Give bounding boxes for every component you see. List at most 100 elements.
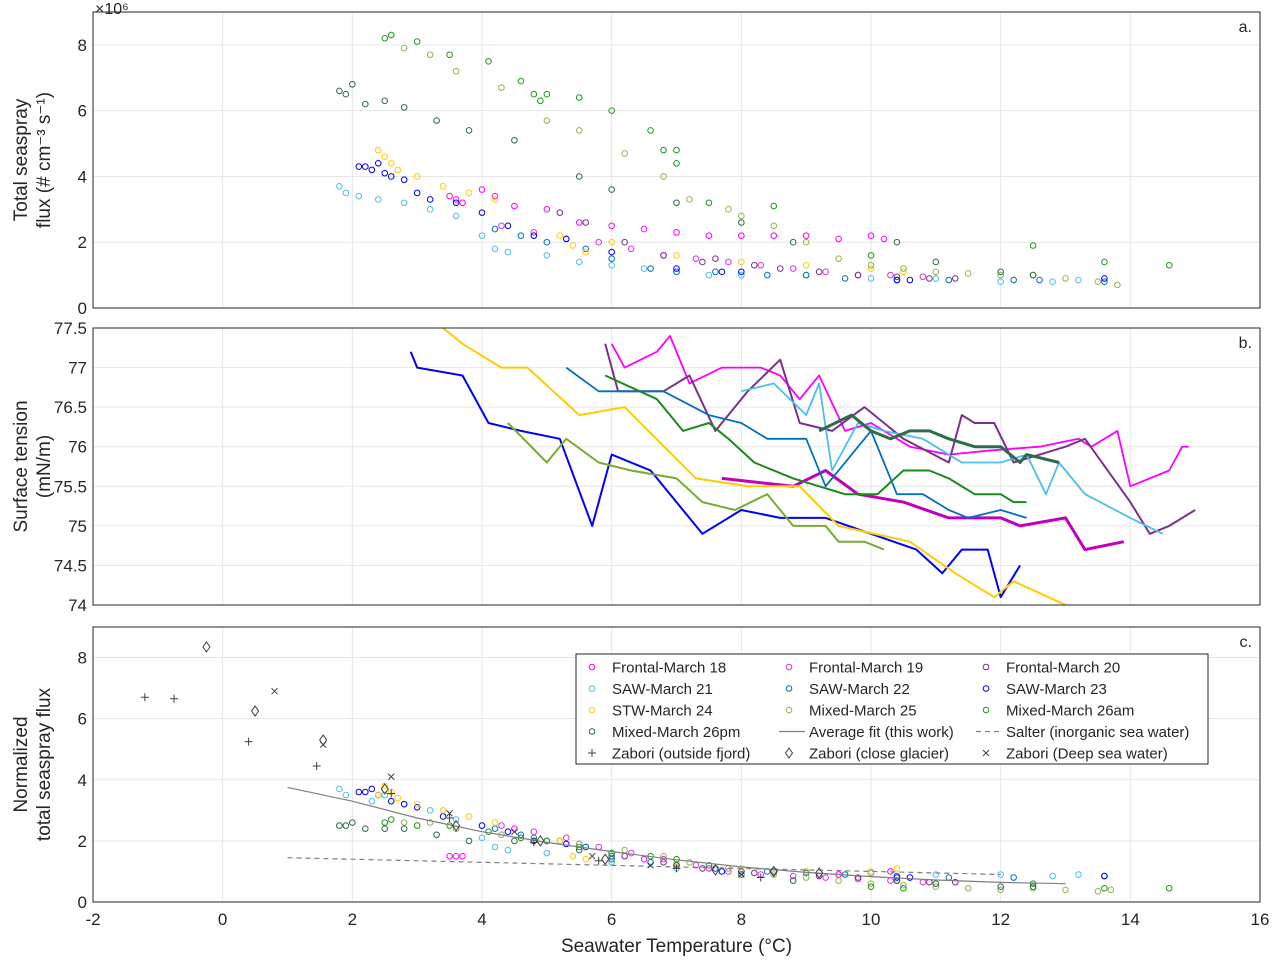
point-frontal-march-18 — [446, 192, 453, 200]
point-mixed-march-26pm — [336, 822, 343, 829]
point-saw-march-23 — [374, 159, 382, 167]
point-saw-march-21 — [426, 206, 434, 213]
marker-zabori-close-glacier — [536, 835, 545, 847]
point-frontal-march-19 — [498, 822, 505, 829]
x-tick-label: 2 — [348, 910, 357, 929]
point-frontal-march-18 — [446, 852, 453, 860]
point-saw-march-22 — [491, 825, 499, 832]
point-mixed-march-25 — [400, 44, 408, 52]
legend-symbol-mixed-march-25 — [785, 706, 793, 714]
point-stw-march-24 — [465, 813, 473, 820]
point-mixed-march-26am — [1165, 884, 1173, 892]
point-mixed-march-25 — [900, 881, 907, 889]
point-mixed-march-25 — [1062, 275, 1069, 282]
point-mixed-march-26pm — [1029, 883, 1037, 891]
point-saw-march-21 — [997, 871, 1004, 878]
point-mixed-march-25 — [686, 858, 693, 866]
legend-label-saw-march-21: SAW-March 21 — [612, 681, 713, 698]
point-mixed-march-25 — [770, 222, 778, 230]
point-mixed-march-25 — [660, 173, 667, 180]
x-tick-label: 10 — [862, 910, 881, 929]
point-mixed-march-26pm — [349, 81, 356, 88]
legend-label-saw-march-23: SAW-March 23 — [1006, 681, 1107, 698]
marker-zabori-close-glacier — [380, 783, 389, 795]
point-mixed-march-26am — [543, 90, 551, 98]
point-frontal-march-19 — [627, 245, 635, 253]
point-mixed-march-25 — [900, 265, 907, 272]
x-axis-label: Seawater Temperature (°C) — [561, 936, 792, 957]
point-frontal-march-18 — [640, 225, 648, 233]
point-stw-march-24 — [900, 268, 907, 276]
legend-symbol-zabori-close-glacier — [784, 747, 794, 759]
point-saw-march-22 — [802, 271, 810, 279]
x-tick-label: 4 — [477, 910, 486, 929]
series-line-saw-march-21 — [741, 382, 1164, 535]
point-mixed-march-26am — [485, 58, 492, 65]
point-stw-march-24 — [465, 189, 473, 197]
panel-c-y-tick-labels: 0 2 4 6 8 — [78, 649, 87, 912]
point-saw-march-21 — [342, 189, 350, 197]
point-frontal-march-18 — [770, 232, 778, 239]
point-saw-march-21 — [491, 245, 499, 253]
point-saw-march-21 — [932, 275, 940, 282]
series-line-saw-march-23 — [409, 351, 1021, 599]
legend-label-frontal-march-18: Frontal-March 18 — [612, 660, 726, 677]
point-frontal-march-19 — [595, 238, 603, 246]
marker-zabori-outside-fjord — [672, 864, 681, 873]
y-tick-label: 74 — [68, 596, 87, 615]
point-stw-march-24 — [582, 855, 590, 863]
point-saw-march-22 — [945, 276, 953, 284]
y-tick-label: 76.5 — [54, 398, 87, 417]
point-frontal-march-18 — [452, 852, 460, 860]
point-saw-march-22 — [1010, 276, 1017, 284]
point-frontal-march-19 — [530, 828, 538, 836]
point-frontal-march-19 — [660, 855, 667, 863]
marker-zabori-close-glacier — [711, 864, 720, 876]
point-saw-march-23 — [439, 813, 447, 820]
marker-zabori-deep-sea-water — [271, 687, 278, 695]
point-saw-march-21 — [426, 807, 434, 814]
point-mixed-march-26am — [381, 35, 389, 42]
point-saw-march-21 — [400, 199, 408, 207]
y-tick-label: 8 — [78, 36, 87, 55]
point-mixed-march-25 — [1114, 281, 1121, 289]
point-mixed-march-26am — [660, 146, 667, 154]
point-mixed-march-25 — [867, 261, 875, 269]
point-mixed-march-26pm — [433, 117, 440, 124]
point-mixed-march-25 — [1094, 278, 1102, 285]
point-saw-march-23 — [608, 248, 615, 256]
panel-a-y-tick-labels: 0 2 4 6 8 — [78, 36, 87, 318]
point-mixed-march-26pm — [381, 97, 389, 105]
point-mixed-march-26pm — [465, 127, 473, 134]
legend-label-average-fit-this-work: Average fit (this work) — [809, 724, 954, 741]
point-frontal-march-18 — [491, 192, 499, 200]
point-frontal-march-18 — [575, 219, 583, 226]
series-line-stw-march-24 — [442, 327, 1066, 606]
point-mixed-march-26pm — [673, 199, 680, 207]
point-mixed-march-26pm — [608, 186, 615, 193]
point-mixed-march-26am — [446, 51, 453, 59]
point-saw-march-22 — [608, 255, 615, 262]
marker-zabori-close-glacier — [250, 705, 260, 717]
point-mixed-march-26pm — [342, 822, 350, 829]
point-mixed-march-26pm — [932, 880, 940, 887]
point-mixed-march-26pm — [738, 219, 745, 226]
x-tick-label: 8 — [737, 910, 746, 929]
point-frontal-march-18 — [511, 202, 518, 210]
point-mixed-march-25 — [426, 819, 434, 826]
y-tick-label: 0 — [78, 299, 87, 318]
series-line-saw-march-22 — [565, 366, 1027, 519]
x-tick-label: 0 — [218, 910, 227, 929]
point-mixed-march-25 — [932, 883, 940, 891]
legend-symbol-frontal-march-19 — [785, 663, 793, 671]
point-saw-march-23 — [504, 828, 512, 836]
point-saw-march-21 — [1049, 278, 1056, 285]
point-mixed-march-25 — [660, 852, 667, 860]
point-stw-march-24 — [569, 852, 577, 860]
panel-b-axes-box — [92, 327, 1261, 606]
point-mixed-march-26pm — [575, 173, 583, 180]
marker-zabori-close-glacier — [601, 853, 610, 866]
point-frontal-march-19 — [725, 258, 732, 266]
marker-zabori-deep-sea-water — [446, 810, 453, 817]
point-saw-march-23 — [387, 173, 395, 180]
